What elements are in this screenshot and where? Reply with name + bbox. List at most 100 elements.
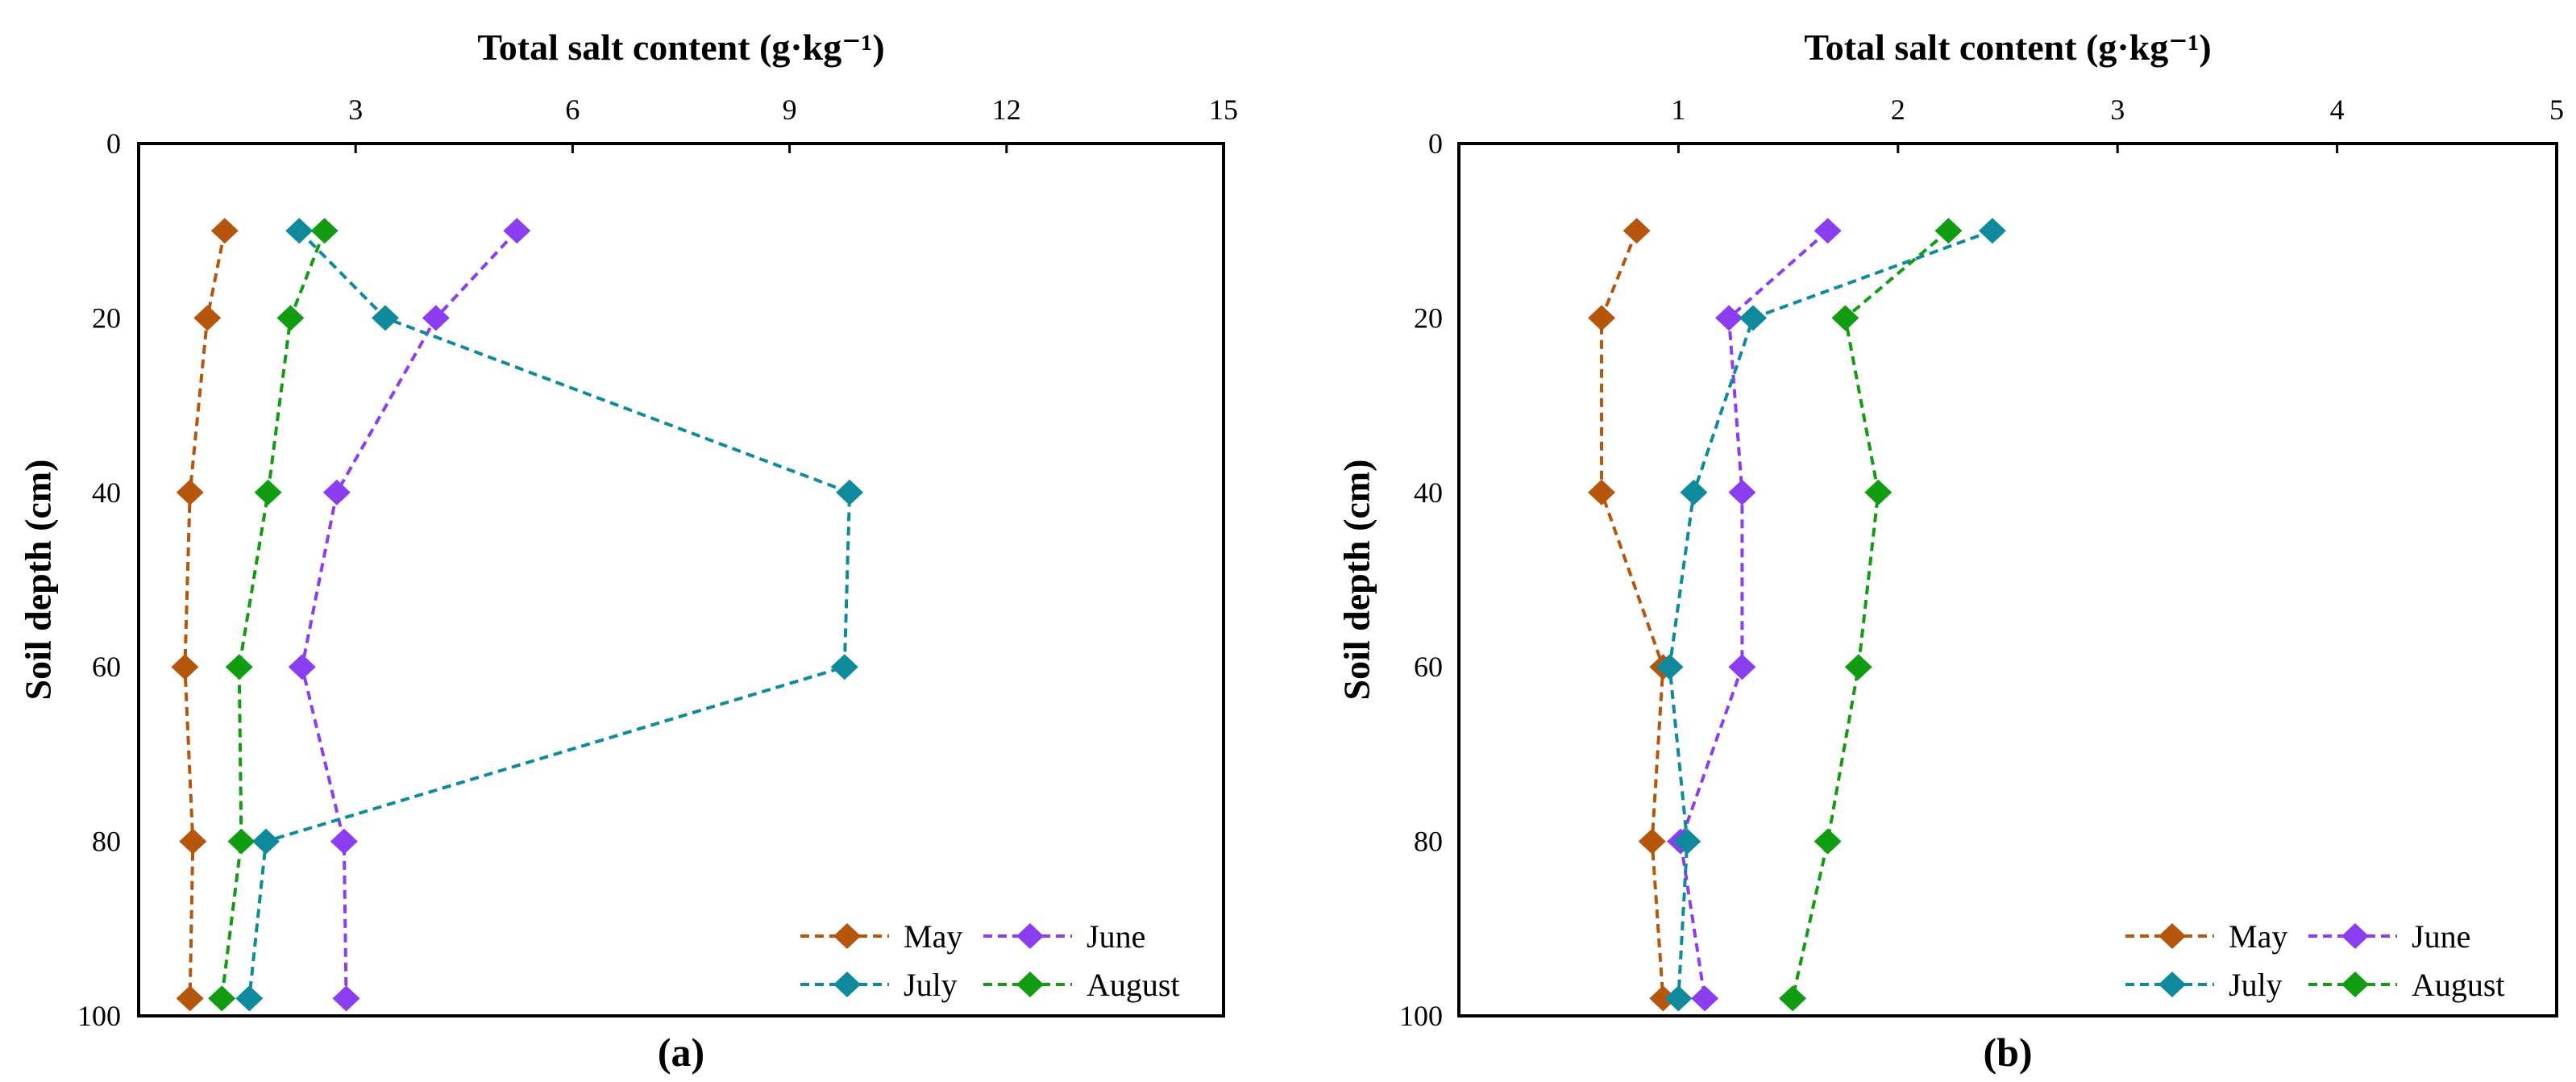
series-line <box>183 230 226 999</box>
data-point-marker <box>1664 985 1693 1012</box>
series-august <box>1779 218 1963 1012</box>
y-tick-label: 100 <box>1399 1000 1443 1032</box>
legend-item-june: June <box>2308 918 2470 955</box>
y-tick-label: 100 <box>77 1000 121 1032</box>
legend-label: June <box>2412 918 2470 955</box>
legend-label: June <box>1086 918 1145 955</box>
legend-item-august: August <box>983 967 1180 1003</box>
series-july <box>235 218 864 1012</box>
data-point-marker <box>1656 654 1684 680</box>
series-july <box>1656 218 2006 1012</box>
data-point-marker <box>1739 305 1768 331</box>
data-point-marker <box>1864 479 1893 506</box>
legend-label: August <box>1086 967 1180 1003</box>
series-line <box>1791 229 1950 999</box>
x-axis-title: Total salt content (g·kg⁻¹) <box>477 27 884 68</box>
legend-marker <box>2158 972 2186 997</box>
data-point-marker <box>836 479 864 506</box>
y-tick-label: 40 <box>1414 476 1443 509</box>
data-point-marker <box>235 985 264 1012</box>
data-point-marker <box>1831 305 1859 331</box>
y-tick-label: 0 <box>1428 127 1443 160</box>
x-tick-label: 4 <box>2330 94 2345 126</box>
legend-item-may: May <box>2125 918 2287 955</box>
y-tick-label: 40 <box>92 476 121 509</box>
panel-label: (b) <box>1983 1030 2032 1075</box>
x-tick-label: 9 <box>783 94 797 126</box>
x-tick-label: 6 <box>565 94 580 126</box>
x-tick-label: 5 <box>2549 94 2564 126</box>
series-line <box>1668 229 1993 999</box>
legend-marker <box>833 972 861 997</box>
legend-marker <box>1016 972 1044 997</box>
data-point-marker <box>276 305 305 331</box>
legend-marker <box>2341 972 2369 997</box>
data-point-marker <box>176 479 204 506</box>
legend-label: July <box>2229 967 2283 1003</box>
y-tick-label: 0 <box>106 127 121 160</box>
legend-item-june: June <box>983 918 1145 955</box>
legend-label: July <box>904 967 958 1003</box>
series-june <box>288 218 531 1012</box>
data-point-marker <box>1638 828 1666 855</box>
legend-marker <box>1016 923 1044 949</box>
data-point-marker <box>193 305 222 331</box>
data-point-marker <box>208 985 236 1012</box>
data-point-marker <box>176 985 204 1012</box>
data-point-marker <box>1715 305 1743 331</box>
legend-item-august: August <box>2308 967 2505 1003</box>
legend-label: May <box>2229 918 2287 955</box>
data-point-marker <box>1673 828 1701 855</box>
data-point-marker <box>1691 985 1719 1012</box>
series-may <box>1588 218 1677 1012</box>
data-point-marker <box>1588 305 1616 331</box>
data-point-marker <box>1588 479 1616 506</box>
legend-marker <box>2341 923 2369 949</box>
data-point-marker <box>1728 479 1756 506</box>
data-point-marker <box>225 654 253 680</box>
legend-item-july: July <box>2125 967 2283 1003</box>
data-point-marker <box>1779 985 1807 1012</box>
data-point-marker <box>1814 828 1842 855</box>
x-tick-label: 3 <box>348 94 363 126</box>
series-line <box>247 229 852 999</box>
data-point-marker <box>1728 654 1756 680</box>
y-tick-label: 20 <box>92 302 121 334</box>
legend-item-may: May <box>800 918 962 955</box>
data-point-marker <box>371 305 399 331</box>
data-point-marker <box>1934 218 1963 244</box>
data-point-marker <box>330 828 358 855</box>
data-point-marker <box>1680 479 1708 506</box>
y-tick-label: 60 <box>92 651 121 683</box>
panel-a: Total salt content (g·kg⁻¹) Soil depth (c… <box>18 27 1238 1075</box>
panel-b: Total salt content (g·kg⁻¹) Soil depth (c… <box>1336 27 2564 1075</box>
data-point-marker <box>1844 654 1872 680</box>
data-point-marker <box>1814 218 1842 244</box>
y-tick-label: 80 <box>1414 826 1443 858</box>
series-line <box>220 230 326 999</box>
data-point-marker <box>179 828 207 855</box>
data-point-marker <box>210 218 239 244</box>
x-tick-label: 3 <box>2110 94 2125 126</box>
panel-label: (a) <box>658 1030 704 1075</box>
x-axis-title: Total salt content (g·kg⁻¹) <box>1804 27 2211 68</box>
data-point-marker <box>422 305 450 331</box>
y-tick-label: 60 <box>1414 651 1443 683</box>
y-tick-label: 20 <box>1414 302 1443 334</box>
x-tick-label: 2 <box>1891 94 1905 126</box>
y-tick-label: 80 <box>92 826 121 858</box>
legend: May June July August <box>800 918 1180 1003</box>
series-line <box>1600 230 1665 999</box>
data-point-marker <box>1649 985 1677 1012</box>
y-axis-title: Soil depth (cm) <box>1336 460 1377 701</box>
data-point-marker <box>254 479 282 506</box>
data-point-marker <box>171 654 199 680</box>
data-point-marker <box>1978 218 2006 244</box>
legend-item-july: July <box>800 967 958 1003</box>
x-tick-label: 1 <box>1671 94 1685 126</box>
legend-marker <box>2158 923 2186 949</box>
data-point-marker <box>830 654 858 680</box>
series-may <box>171 218 239 1012</box>
series-line <box>300 229 518 999</box>
x-tick-label: 15 <box>1209 94 1238 126</box>
